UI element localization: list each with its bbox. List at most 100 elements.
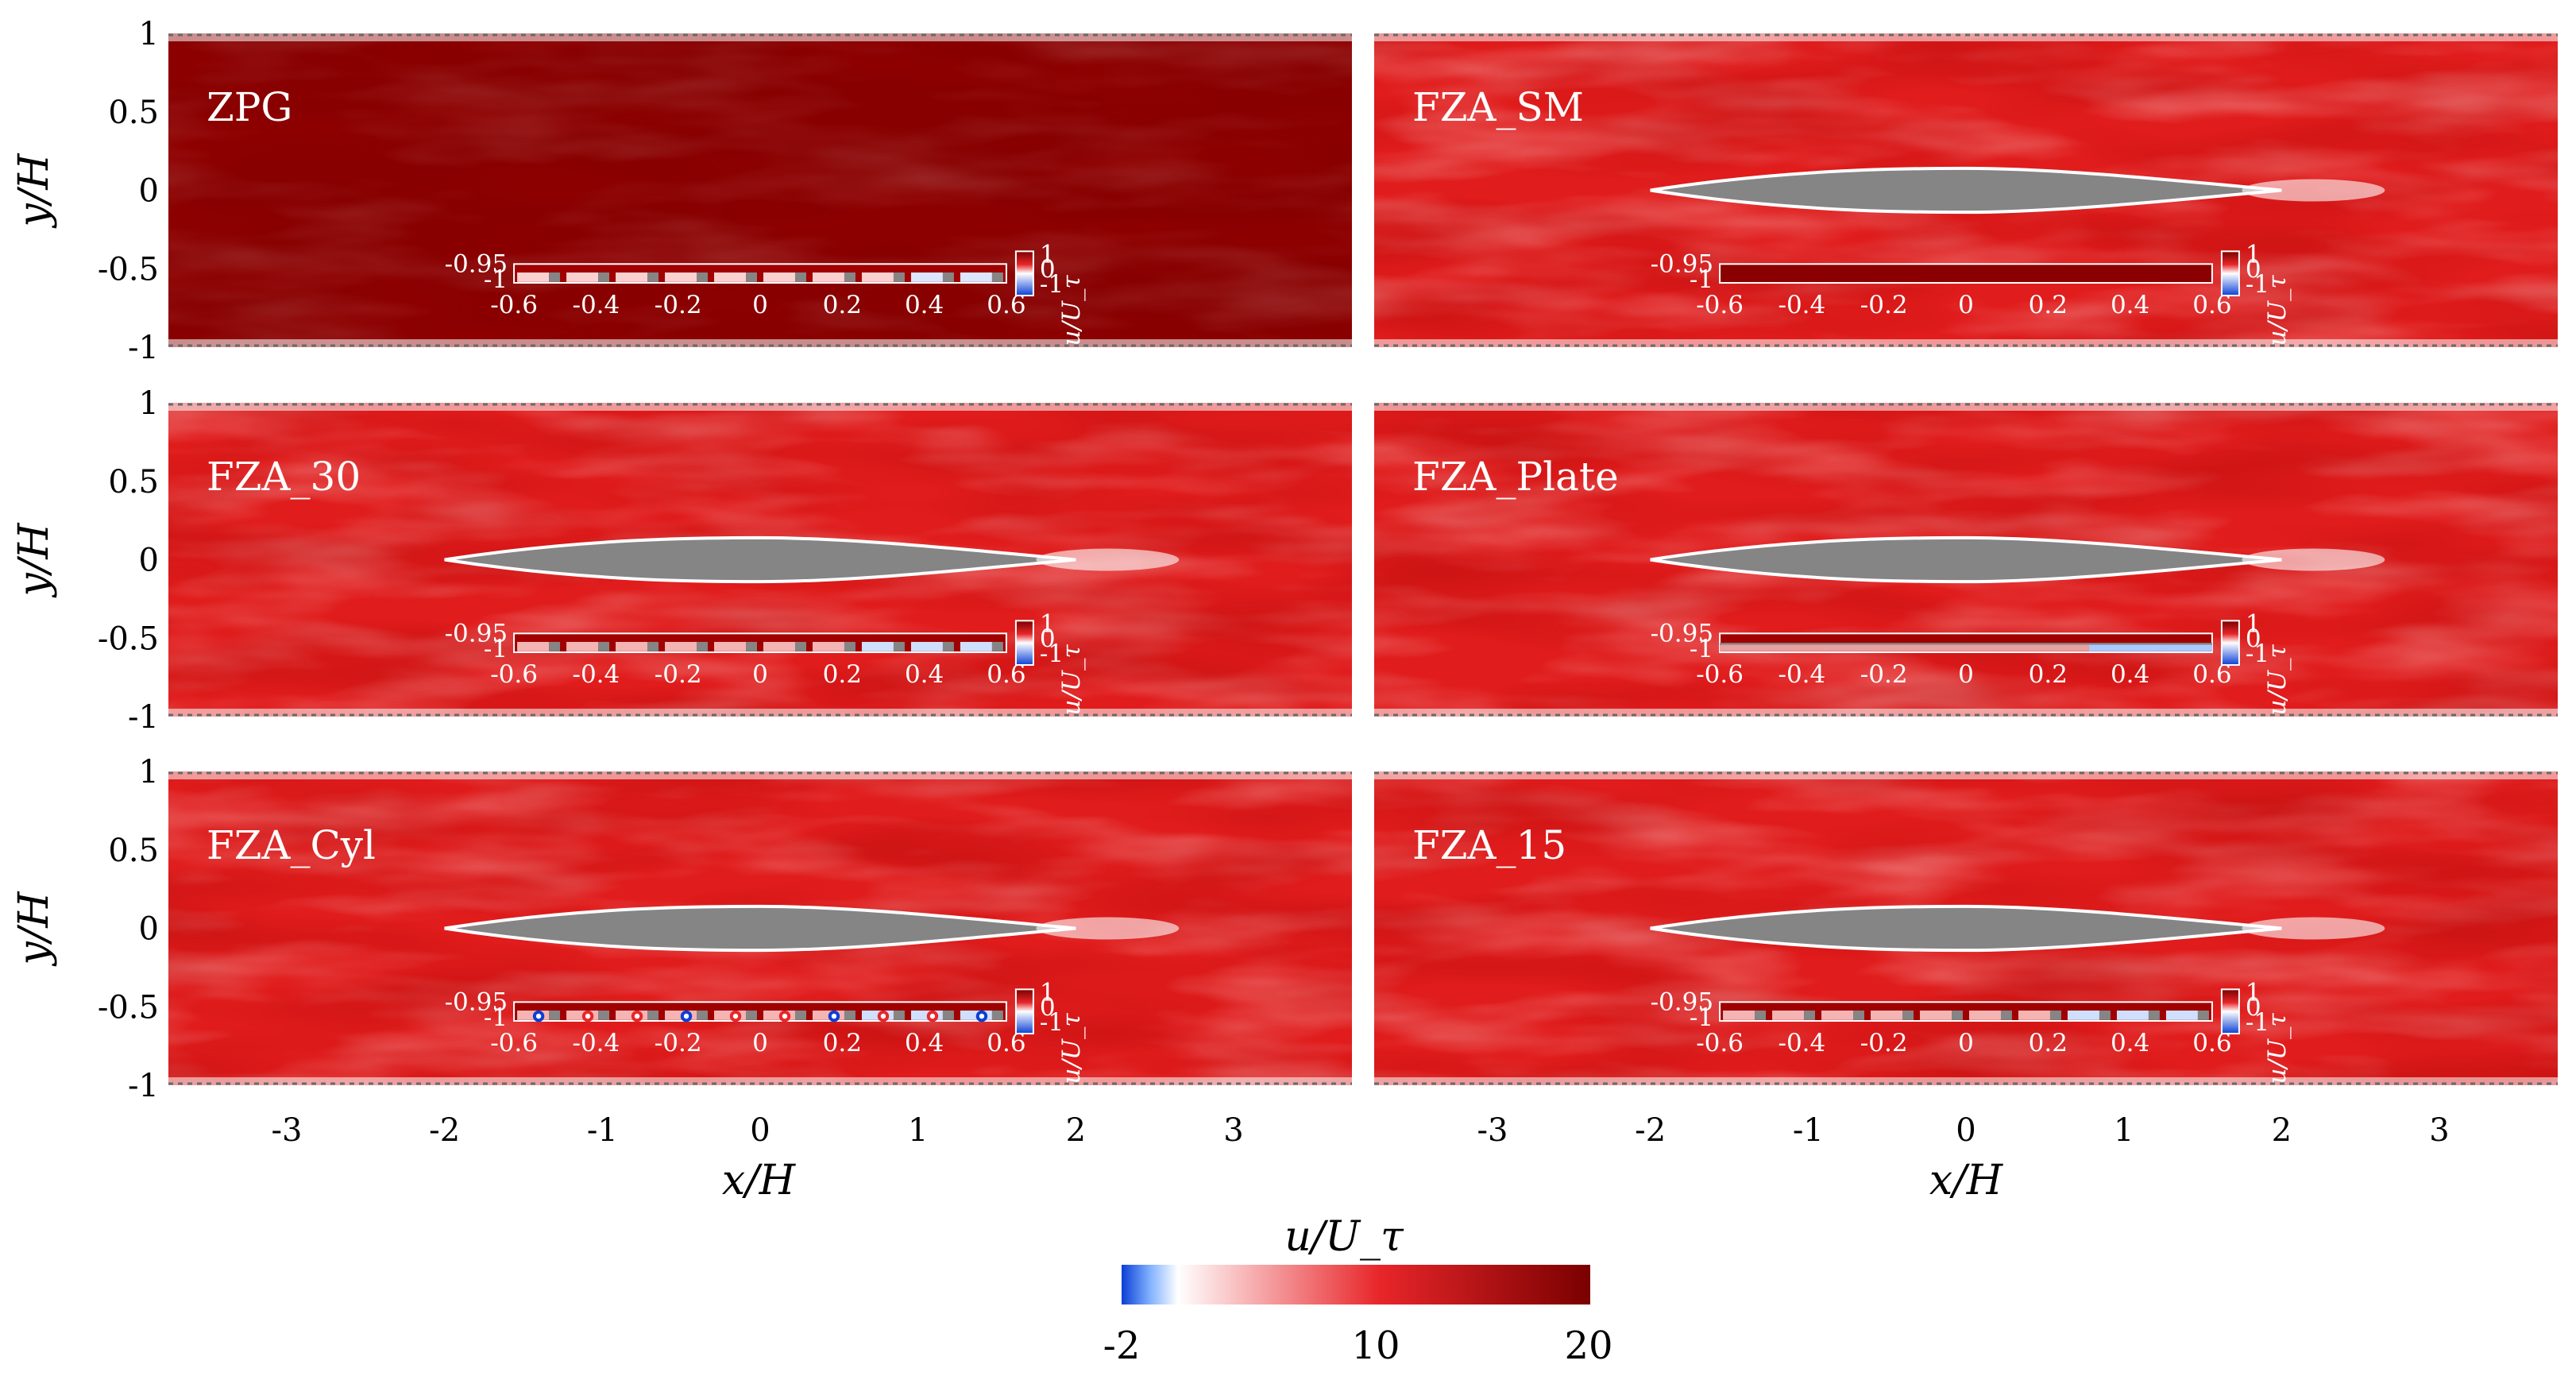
inset-colorbar-label: u/U_τ [2263, 644, 2292, 715]
inset-colorbar-tick: 0 [1040, 993, 1056, 1022]
inset-cavity [960, 272, 992, 282]
inset-colorbar-tick: -1 [2246, 1008, 2269, 1037]
inset-colorbar [2220, 250, 2240, 297]
inset-roughness-element [2099, 1010, 2111, 1020]
y-tick: 1 [139, 385, 159, 422]
inset-colorbar-tick: 0 [2246, 255, 2261, 284]
top-wall-layer [1374, 771, 2558, 779]
inset-x-tick: -0.4 [1778, 291, 1825, 319]
inset-x-tick: -0.2 [1860, 291, 1908, 319]
inset-colorbar [1014, 988, 1034, 1035]
inset-y-tick: -0.95 [445, 988, 508, 1016]
inset-colorbar-tick: 1 [1040, 609, 1056, 638]
inset-roughness-element [1853, 1010, 1865, 1020]
inset-cavity [2165, 1010, 2198, 1020]
inset-roughness-element [844, 641, 855, 651]
x-tick: 1 [908, 1112, 928, 1149]
inset-cavity [1821, 1010, 1854, 1020]
x-tick: 1 [2114, 1112, 2134, 1149]
x-tick: -2 [1635, 1112, 1666, 1149]
inset-roughness-element [991, 1010, 1003, 1020]
inset-roughness-element [942, 641, 954, 651]
inset-x-tick: -0.6 [490, 291, 538, 319]
velocity-field-dark-streaks [168, 33, 1352, 347]
inset-colorbar-tick: 0 [2246, 624, 2261, 653]
inset-colorbar-tick: 0 [1040, 624, 1056, 653]
inset-colorbar-tick: -1 [1040, 270, 1064, 299]
bottom-wall-layer [1374, 709, 2558, 717]
x-tick: -1 [587, 1112, 618, 1149]
inset-x-tick: -0.6 [1696, 291, 1744, 319]
inset-roughness-element [794, 641, 806, 651]
inset-x-tick: 0.4 [2111, 660, 2149, 689]
inset-roughness-element [1902, 1010, 1914, 1020]
inset-cavity [1920, 1010, 1952, 1020]
colorbar-tick-min: -2 [1103, 1324, 1141, 1368]
y-axis-label: y/H [10, 522, 58, 598]
inset-cylinder [778, 1010, 791, 1022]
inset-x-tick: 0.2 [823, 291, 862, 319]
inset-x-tick: -0.6 [1696, 1029, 1744, 1057]
inset-cavity [665, 641, 697, 651]
inset-cavity [960, 641, 992, 651]
y-tick: 0.5 [108, 95, 159, 131]
inset-cavity [2018, 1010, 2050, 1020]
inset-y-tick: -1 [1690, 265, 1713, 294]
inset-y-tick: -1 [1690, 1003, 1713, 1032]
inset-x-tick: 0.2 [2029, 1029, 2068, 1057]
inset-x-tick: 0.2 [2029, 660, 2068, 689]
y-axis-label: y/H [10, 153, 58, 229]
inset-x-tick: -0.6 [490, 660, 538, 689]
bottom-wall-layer [168, 709, 1352, 717]
inset-roughness-element [893, 1010, 905, 1020]
panel-label: FZA_15 [1412, 822, 1566, 868]
inset-x-tick: -0.4 [1778, 1029, 1825, 1057]
inset-x-tick: 0 [1958, 291, 1974, 319]
inset-roughness-element [746, 272, 757, 282]
inset-cavity [616, 272, 648, 282]
x-tick: 3 [2429, 1112, 2449, 1149]
inset-roughness-element [746, 1010, 757, 1020]
inset-plate-flow [1720, 644, 2089, 651]
inset-cylinder [729, 1010, 742, 1022]
inset-roughness-element [647, 641, 659, 651]
inset-y-tick: -1 [484, 635, 508, 663]
inset-x-tick: 0 [1958, 660, 1974, 689]
inset-x-tick: 0 [752, 660, 768, 689]
inset-roughness-element [549, 1010, 561, 1020]
colorbar-tick-mid: 10 [1351, 1324, 1400, 1368]
inset-cavity [2116, 1010, 2149, 1020]
panel-zpg: ZPG-0.6 -0.4 -0.2 0 0.2 0.4 0.6-0.95-110-1u/U_… [10, 16, 1352, 366]
inset-roughness-element [893, 641, 905, 651]
inset-cavity [517, 272, 550, 282]
inset-x-tick: -0.2 [655, 291, 702, 319]
inset-x-tick: -0.4 [1778, 660, 1825, 689]
inset-roughness-element [942, 1010, 954, 1020]
inset-cavity [616, 641, 648, 651]
x-tick: -1 [1793, 1112, 1824, 1149]
inset-cavity [665, 272, 697, 282]
inset-near-wall: -0.6 -0.4 -0.2 0 0.2 0.4 0.6-0.95-110-1u/U_τ [1651, 978, 2292, 1084]
y-tick: -0.5 [98, 251, 159, 288]
inset-roughness-element [697, 1010, 709, 1020]
inset-x-tick: -0.2 [655, 660, 702, 689]
inset-cavity [714, 272, 746, 282]
inset-x-tick: -0.6 [490, 1029, 538, 1057]
x-tick: -2 [429, 1112, 460, 1149]
inset-roughness-element [598, 641, 610, 651]
inset-roughness-element [598, 1010, 610, 1020]
body-wake [1036, 548, 1180, 571]
inset-colorbar-tick: -1 [1040, 640, 1064, 668]
inset-roughness-element [1804, 1010, 1816, 1020]
body-wake [2242, 548, 2385, 571]
inset-cylinder [828, 1010, 840, 1022]
inset-x-tick: 0 [1958, 1029, 1974, 1057]
y-tick: 0 [139, 173, 159, 210]
inset-roughness-element [893, 272, 905, 282]
inset-cavity [763, 641, 795, 651]
panel-fza-plate: FZA_Plate-0.6 -0.4 -0.2 0 0.2 0.4 0.6-0.95-110… [1374, 403, 2558, 717]
inset-colorbar-label: u/U_τ [2263, 1012, 2292, 1084]
inset-colorbar-label: u/U_τ [1057, 1012, 1086, 1084]
inset-cavity [812, 641, 844, 651]
